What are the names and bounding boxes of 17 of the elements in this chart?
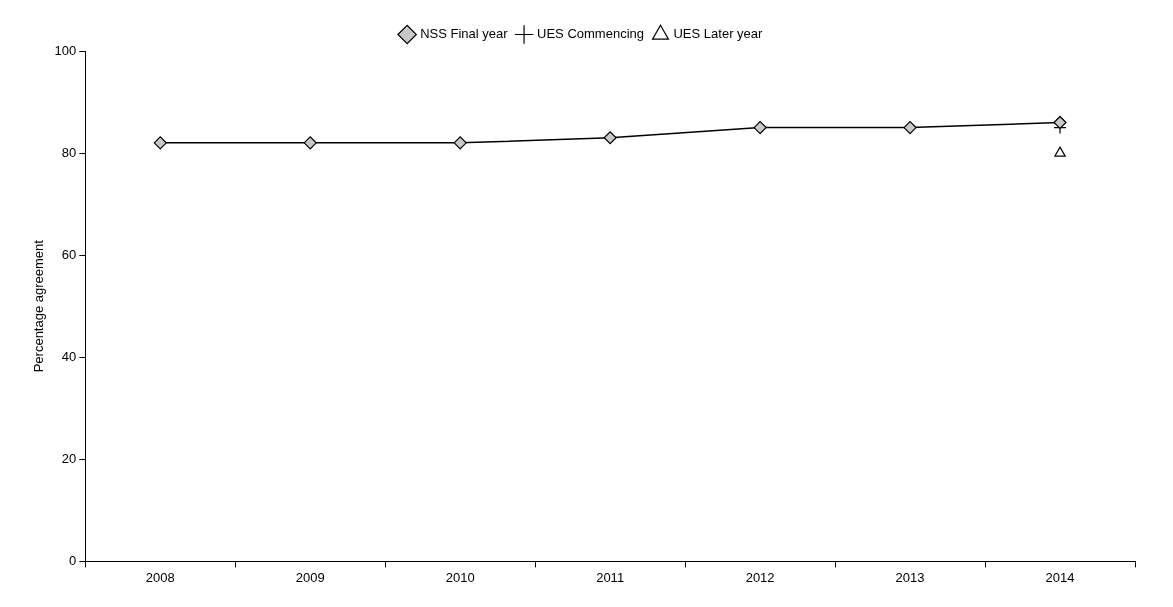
x-tick-label: 2008 — [145, 569, 175, 585]
x-tick-label: 2014 — [1045, 569, 1075, 585]
x-tick-label: 2012 — [745, 569, 775, 585]
y-tick-label: 100 — [54, 42, 77, 58]
x-tick-label: 2009 — [295, 569, 325, 585]
legend-label: UES Commencing — [537, 26, 644, 42]
legend-label: NSS Final year — [420, 26, 509, 42]
y-tick-label: 0 — [69, 552, 77, 568]
y-tick-label: 80 — [61, 144, 77, 160]
x-tick-label: 2010 — [445, 569, 475, 585]
x-tick-label: 2011 — [596, 569, 625, 585]
legend-label: UES Later year — [673, 26, 764, 42]
y-tick-label: 60 — [61, 246, 77, 262]
y-tick-label: 20 — [61, 450, 77, 466]
y-axis-title: Percentage agreement — [31, 239, 47, 373]
y-tick-label: 40 — [61, 348, 77, 364]
x-tick-label: 2013 — [895, 569, 925, 585]
